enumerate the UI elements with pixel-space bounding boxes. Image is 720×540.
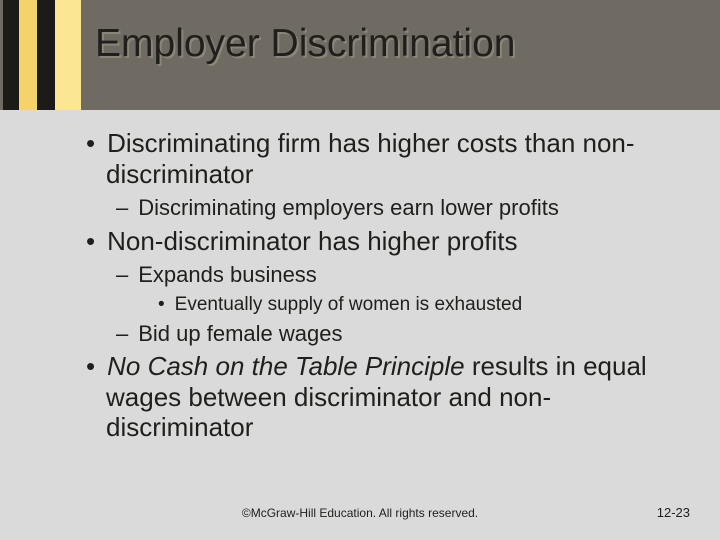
- footer-page-number: 12-23: [657, 505, 690, 520]
- italic-phrase: No Cash on the Table Principle: [107, 351, 464, 381]
- stripe-dark-2: [37, 0, 55, 110]
- bullet-level1: No Cash on the Table Principle results i…: [80, 351, 680, 443]
- bullet-level1: Non-discriminator has higher profits: [80, 226, 680, 257]
- bullet-level2: Expands business: [116, 262, 680, 288]
- header-band: Employer Discrimination: [0, 0, 720, 110]
- stripe-yellow-1: [19, 0, 37, 110]
- footer-copyright: ©McGraw-Hill Education. All rights reser…: [0, 506, 720, 520]
- stripe-dark-1: [3, 0, 19, 110]
- bullet-level1: Discriminating firm has higher costs tha…: [80, 128, 680, 189]
- content-area: Discriminating firm has higher costs tha…: [80, 128, 680, 449]
- bullet-level2: Discriminating employers earn lower prof…: [116, 195, 680, 221]
- bullet-level2: Bid up female wages: [116, 321, 680, 347]
- bullet-level3: Eventually supply of women is exhausted: [158, 293, 680, 317]
- slide-title: Employer Discrimination: [95, 22, 515, 66]
- stripe-yellow-2: [55, 0, 81, 110]
